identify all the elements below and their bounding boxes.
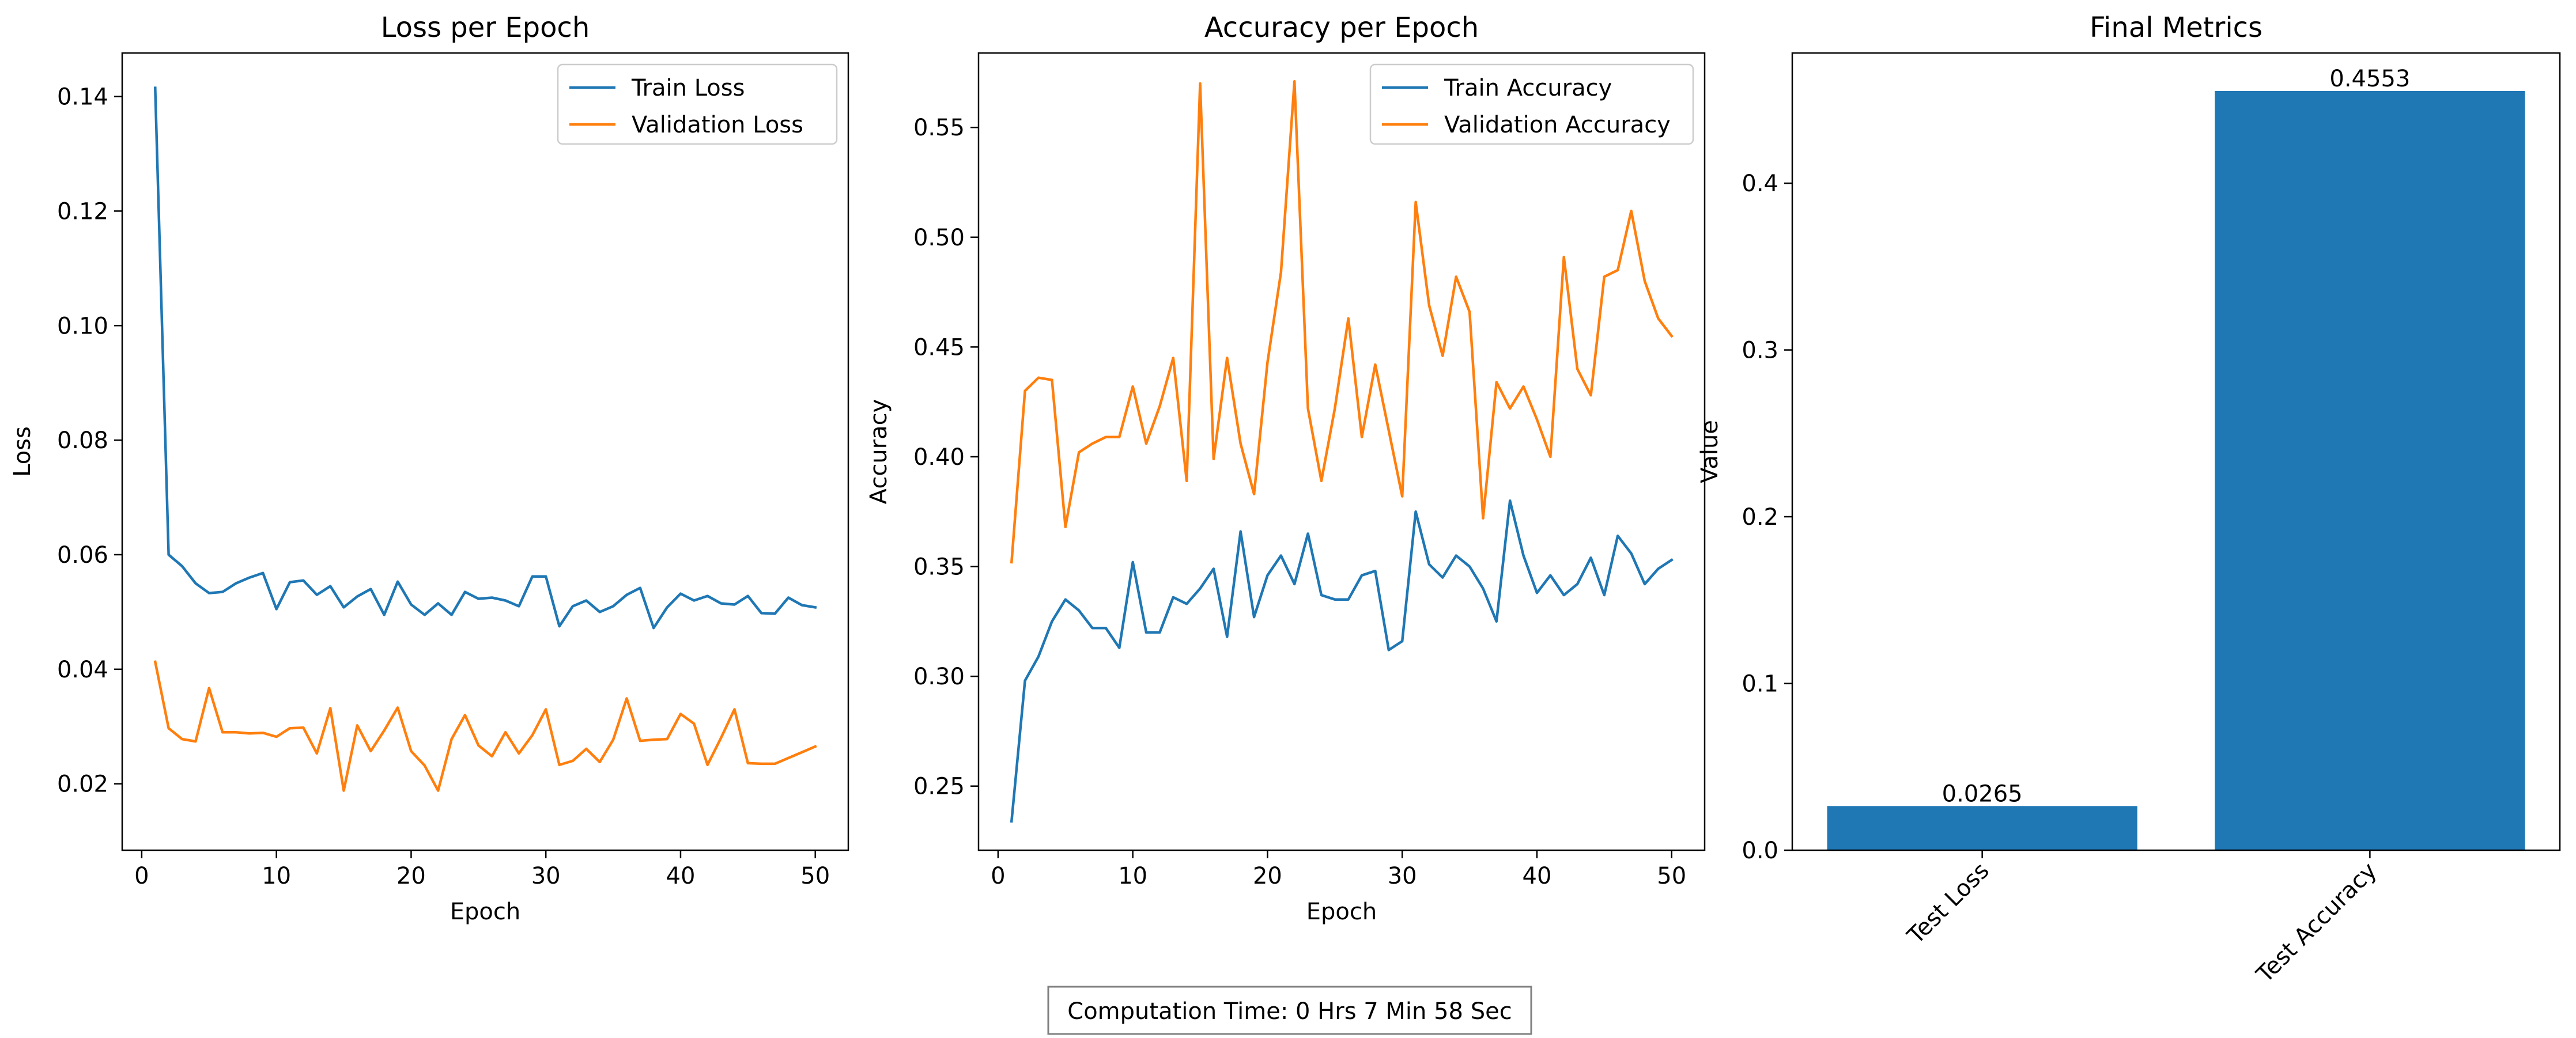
y-tick-label: 0.06 [57, 542, 108, 569]
y-tick-label: 0.40 [913, 444, 965, 471]
bar [2215, 91, 2525, 851]
final-metrics-chart: Final Metrics Value 0.0 0.1 0.2 0.3 0.4 0.0265 T… [1697, 12, 2561, 988]
plot-frame [121, 52, 849, 851]
x-tick-label: 50 [800, 863, 830, 889]
y-axis-label: Accuracy [866, 399, 892, 505]
y-tick-label: 0.50 [913, 225, 965, 251]
series-line-train [1010, 499, 1674, 823]
y-tick-label: 0.35 [913, 554, 965, 581]
y-tick-label: 0.3 [1742, 338, 1778, 364]
legend-label: Validation Accuracy [1444, 112, 1671, 138]
series-line-validation [1010, 79, 1674, 564]
y-tick-label: 0.14 [57, 84, 108, 111]
x-tick-label: 0 [991, 863, 1005, 889]
plot-frame [977, 52, 1706, 851]
legend-box [1369, 63, 1694, 145]
bar [1827, 806, 2137, 850]
y-tick-label: 0.2 [1742, 504, 1778, 531]
y-tick-label: 0.04 [57, 657, 108, 683]
x-tick-label: 40 [1523, 863, 1552, 889]
x-tick-label: 10 [262, 863, 291, 889]
x-tick-label: 30 [1388, 863, 1417, 889]
loss-chart: Loss per Epoch Epoch Loss 0 10 20 30 40 50 0.02 0.… [9, 12, 849, 925]
x-tick-label: 0 [134, 863, 149, 889]
computation-time-text: Computation Time: 0 Hrs 7 Min 58 Sec [1067, 998, 1512, 1025]
chart-title: Accuracy per Epoch [1204, 12, 1479, 44]
series-line-train [153, 86, 817, 630]
chart-title: Final Metrics [2090, 12, 2263, 44]
y-tick-label: 0.1 [1742, 671, 1778, 698]
y-tick-label: 0.4 [1742, 171, 1778, 197]
legend-label: Train Accuracy [1444, 75, 1612, 101]
y-tick-label: 0.02 [57, 771, 108, 798]
x-tick-label: 20 [396, 863, 426, 889]
y-tick-label: 0.45 [913, 334, 965, 361]
y-tick-label: 0.30 [913, 664, 965, 690]
x-tick-label: 10 [1118, 863, 1147, 889]
x-axis-label: Epoch [450, 899, 520, 925]
y-axis-label: Loss [9, 426, 36, 477]
x-axis-label: Epoch [1306, 899, 1377, 925]
accuracy-chart: Accuracy per Epoch Epoch Accuracy 0 10 20 30 40… [866, 12, 1706, 925]
x-tick-label: 40 [666, 863, 696, 889]
x-tick-label: Test Loss [1902, 858, 1995, 950]
x-tick-label: Test Accuracy [2251, 858, 2382, 988]
legend-label: Train Loss [631, 75, 745, 101]
series-line-validation [153, 660, 817, 792]
computation-time-box: Computation Time: 0 Hrs 7 Min 58 Sec [1047, 986, 1532, 1035]
y-tick-label: 0.08 [57, 427, 108, 454]
plot-frame [1791, 52, 2561, 851]
bar-value-label: 0.4553 [2329, 66, 2410, 92]
y-tick-label: 0.25 [913, 774, 965, 800]
y-tick-label: 0.0 [1742, 838, 1778, 864]
y-tick-label: 0.55 [913, 115, 965, 141]
y-tick-label: 0.12 [57, 198, 108, 225]
bar-value-label: 0.0265 [1942, 781, 2023, 807]
chart-title: Loss per Epoch [381, 12, 590, 44]
x-tick-label: 30 [531, 863, 561, 889]
y-tick-label: 0.10 [57, 313, 108, 339]
legend-label: Validation Loss [632, 112, 803, 138]
y-axis-label: Value [1697, 420, 1723, 483]
x-tick-label: 50 [1657, 863, 1686, 889]
legend-box [557, 63, 838, 145]
x-tick-label: 20 [1253, 863, 1282, 889]
